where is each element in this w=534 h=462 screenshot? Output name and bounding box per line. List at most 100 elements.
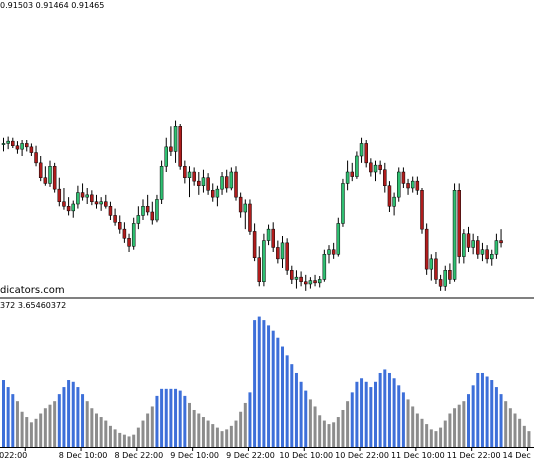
histogram-bar (378, 372, 382, 447)
time-axis: 7 Dec 2022:00 8 Dec 10:00 8 Dec 22:00 9 Dec… (0, 447, 534, 460)
histogram-bar (85, 401, 89, 447)
candle (383, 162, 387, 193)
candle-body (285, 242, 289, 271)
candle-body (131, 223, 136, 247)
candle-body (127, 238, 131, 247)
candle (178, 124, 182, 170)
candle (234, 166, 238, 201)
histogram-bar (99, 417, 103, 447)
candle-body (462, 233, 466, 257)
histogram-bar (429, 429, 433, 447)
candle (118, 215, 122, 234)
candle (71, 200, 75, 218)
time-tick-label: 10 Dec 10:00 (279, 451, 333, 460)
watermark-text: dicators.com (0, 285, 65, 296)
candle-body (443, 270, 447, 287)
histogram-bar (360, 378, 364, 447)
histogram-bar (322, 420, 326, 447)
histogram-bar (257, 316, 261, 447)
candle-body (99, 201, 103, 205)
candle (345, 160, 350, 191)
candle (229, 167, 234, 191)
candle (141, 199, 145, 220)
candle-body (6, 140, 10, 144)
candle-body (48, 166, 52, 184)
candle-body (164, 146, 168, 167)
candle-body (11, 140, 15, 146)
candle (159, 160, 164, 204)
candle-body (113, 215, 117, 223)
histogram-bar (313, 406, 317, 447)
candle-body (145, 206, 150, 213)
candle (490, 249, 494, 266)
histogram-bar (494, 387, 498, 447)
histogram-bar (267, 325, 271, 447)
candle (108, 201, 113, 220)
candle-body (252, 231, 257, 258)
histogram-bar (518, 418, 522, 447)
candle (424, 223, 429, 275)
candle (359, 137, 364, 163)
candle (276, 240, 280, 264)
histogram-bar (150, 406, 154, 447)
histogram-bar (104, 420, 108, 447)
histogram-bar (294, 372, 298, 447)
candle-body (480, 249, 485, 255)
histogram-bar (406, 399, 410, 447)
candle (145, 194, 150, 216)
candle-body (406, 183, 410, 189)
candle-body (211, 190, 215, 198)
candle (443, 265, 447, 291)
candle-body (364, 143, 368, 164)
candle-body (234, 171, 238, 198)
candle-body (187, 171, 192, 178)
histogram-bar (39, 413, 43, 447)
candle (331, 242, 336, 259)
candle-body (471, 240, 475, 248)
candle (243, 199, 248, 230)
histogram-bar (11, 394, 15, 447)
candle (369, 158, 373, 177)
candle (187, 166, 192, 198)
candle (52, 162, 57, 193)
histogram-bar (81, 394, 85, 447)
histogram-bar (308, 399, 312, 447)
candle-body (38, 162, 43, 178)
histogram-bar (462, 401, 466, 447)
candle (452, 183, 457, 282)
candle (304, 274, 308, 291)
candle-body (243, 203, 248, 213)
histogram-bar (118, 432, 122, 447)
candle-body (76, 192, 80, 205)
candle (99, 197, 103, 211)
histogram-bar (34, 418, 38, 447)
candle-body (401, 171, 406, 184)
candle (457, 183, 461, 264)
candle (38, 156, 43, 182)
ohlc-readout: 0.91503 0.91464 0.91465 (0, 1, 105, 10)
candle-body (304, 281, 308, 285)
histogram-bar (220, 431, 224, 447)
candle-body (397, 171, 401, 198)
candle (373, 160, 378, 182)
histogram-bar (350, 392, 354, 447)
histogram-bar (411, 406, 415, 447)
candle (406, 178, 410, 195)
candle-body (410, 180, 415, 189)
candle (90, 190, 94, 206)
candle (34, 145, 38, 167)
histogram-bar (387, 372, 391, 447)
candle (462, 229, 466, 264)
histogram-bar (122, 434, 126, 447)
histogram-bar (169, 388, 173, 447)
candle (308, 277, 313, 289)
candle (448, 263, 452, 284)
histogram-bar (215, 427, 219, 447)
histogram-bar (290, 364, 294, 447)
candle (57, 177, 62, 207)
candle-body (457, 190, 461, 257)
candle (131, 217, 136, 250)
histogram-bar (453, 408, 457, 447)
candle (173, 120, 178, 163)
histogram-bar (239, 411, 243, 447)
